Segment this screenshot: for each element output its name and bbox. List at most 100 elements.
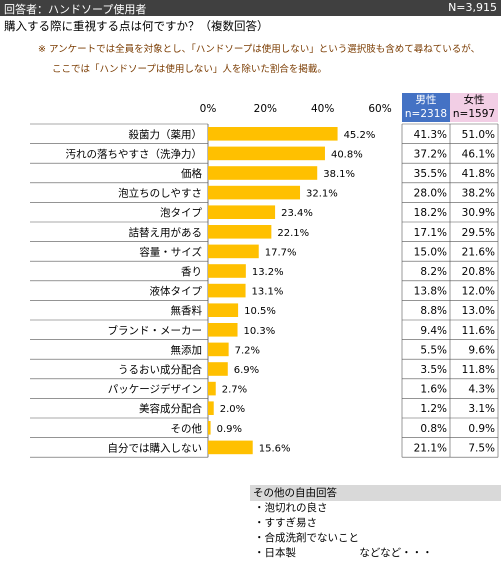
category-label: 泡タイプ: [160, 206, 202, 219]
female-value: 7.5%: [468, 442, 495, 454]
bar-value-label: 6.9%: [234, 365, 259, 376]
female-value: 3.1%: [468, 403, 495, 415]
category-label: 価格: [181, 167, 202, 180]
bar: [208, 401, 214, 415]
bar: [208, 225, 272, 239]
female-value: 0.9%: [468, 423, 495, 435]
bar-value-label: 10.3%: [244, 326, 276, 337]
male-value: 41.3%: [414, 129, 447, 141]
category-label: 容量・サイズ: [139, 245, 202, 258]
bar: [208, 264, 246, 278]
bar: [208, 342, 229, 357]
category-label: 殺菌力（薬用）: [129, 128, 203, 141]
bar: [208, 303, 239, 317]
female-value: 21.6%: [462, 246, 495, 258]
male-n: n=2318: [404, 108, 448, 120]
male-label: 男性: [415, 94, 437, 106]
female-value: 29.5%: [462, 227, 495, 239]
bar-value-label: 2.0%: [220, 404, 245, 415]
bar-value-label: 2.7%: [222, 385, 247, 396]
bar-chart: 0% 20% 40% 60% 殺菌力（薬用） 45.2% 41.3% 51.0% 汚れの落ちやす…: [30, 103, 499, 458]
survey-note-line-1: ※ アンケートでは全員を対象とし、「ハンドソープは使用しない」という選択肢も含め…: [38, 44, 481, 55]
x-tick-label: 20%: [254, 103, 277, 115]
female-column-header: 女性 n=1597: [450, 93, 498, 122]
free-answer-etc: などなど・・・: [359, 547, 433, 559]
category-label: 自分では購入しない: [108, 441, 203, 454]
male-value: 18.2%: [414, 207, 447, 219]
bar: [208, 323, 238, 337]
sample-size: N=3,915: [448, 1, 497, 14]
bar-value-label: 13.1%: [252, 287, 284, 298]
female-n: n=1597: [452, 108, 496, 120]
bar: [208, 244, 259, 259]
category-label: 液体タイプ: [150, 285, 203, 298]
x-tick-label: 60%: [368, 103, 391, 115]
female-value: 4.3%: [468, 384, 495, 396]
bar: [208, 127, 338, 141]
bar-value-label: 0.9%: [217, 424, 242, 435]
x-tick-label: 40%: [311, 103, 334, 115]
free-answer-item: ・すすぎ易さ: [254, 517, 317, 529]
respondent-bar: 回答者：ハンドソープ使用者 N=3,915: [0, 0, 501, 16]
category-label: 泡立ちのしやすさ: [118, 187, 202, 200]
male-value: 1.6%: [420, 384, 447, 396]
male-value: 15.0%: [414, 246, 447, 258]
male-value: 8.2%: [420, 266, 447, 278]
respondent-label: 回答者：ハンドソープ使用者: [4, 3, 147, 16]
male-value: 28.0%: [414, 188, 447, 200]
free-answer-title: その他の自由回答: [250, 485, 501, 501]
male-value: 9.4%: [420, 325, 447, 337]
category-label: 美容成分配合: [139, 402, 202, 415]
bar: [208, 381, 216, 396]
free-answer-text: ・日本製: [254, 547, 296, 559]
category-label: 汚れの落ちやすさ（洗浄力）: [66, 147, 203, 160]
bar-value-label: 23.4%: [281, 208, 313, 219]
female-value: 11.8%: [462, 364, 495, 376]
bar-value-label: 13.2%: [252, 267, 284, 278]
category-label: ブランド・メーカー: [108, 324, 203, 337]
female-value: 12.0%: [462, 286, 495, 298]
bar-value-label: 45.2%: [344, 130, 376, 141]
free-answer-item: ・合成洗剤でないこと: [254, 532, 359, 544]
category-label: 香り: [181, 266, 202, 278]
male-value: 5.5%: [420, 344, 447, 356]
free-answer-item: ・泡切れの良さ: [254, 502, 328, 514]
bar: [208, 283, 246, 298]
male-column-header: 男性 n=2318: [402, 93, 450, 122]
category-label: パッケージデザイン: [108, 383, 202, 396]
male-value: 3.5%: [420, 364, 447, 376]
bar-value-label: 10.5%: [244, 306, 276, 317]
male-value: 13.8%: [414, 286, 447, 298]
female-value: 13.0%: [462, 305, 495, 317]
bar-value-label: 32.1%: [306, 189, 338, 200]
female-value: 46.1%: [462, 148, 495, 160]
male-value: 35.5%: [414, 168, 447, 180]
survey-note-line-2: ここでは「ハンドソープは使用しない」人を除いた割合を掲載。: [52, 64, 327, 75]
female-value: 38.2%: [462, 188, 495, 200]
bar-value-label: 15.6%: [259, 443, 291, 454]
male-value: 0.8%: [420, 423, 447, 435]
category-label: うるおい成分配合: [118, 363, 202, 376]
female-label: 女性: [463, 94, 485, 106]
male-value: 8.8%: [420, 305, 447, 317]
bar: [208, 362, 228, 376]
female-value: 11.6%: [462, 325, 495, 337]
category-label: 無添加: [171, 343, 203, 356]
bar-value-label: 22.1%: [277, 228, 309, 239]
male-value: 21.1%: [414, 442, 447, 454]
bar: [208, 205, 276, 219]
category-label: その他: [171, 422, 203, 435]
bar: [208, 440, 253, 455]
category-label: 詰替え用がある: [129, 226, 203, 239]
female-value: 9.6%: [468, 344, 495, 356]
category-label: 無香料: [171, 304, 203, 317]
female-value: 30.9%: [462, 207, 495, 219]
question-title: 購入する際に重視する点は何ですか？（複数回答）: [4, 19, 269, 33]
female-value: 41.8%: [462, 168, 495, 180]
free-answer-box: その他の自由回答 ・泡切れの良さ ・すすぎ易さ ・合成洗剤でないこと ・日本製 …: [250, 485, 501, 561]
male-value: 37.2%: [414, 148, 447, 160]
female-value: 20.8%: [462, 266, 495, 278]
female-value: 51.0%: [462, 129, 495, 141]
bar-value-label: 40.8%: [331, 149, 363, 160]
free-answer-item: ・日本製 などなど・・・: [250, 546, 501, 561]
